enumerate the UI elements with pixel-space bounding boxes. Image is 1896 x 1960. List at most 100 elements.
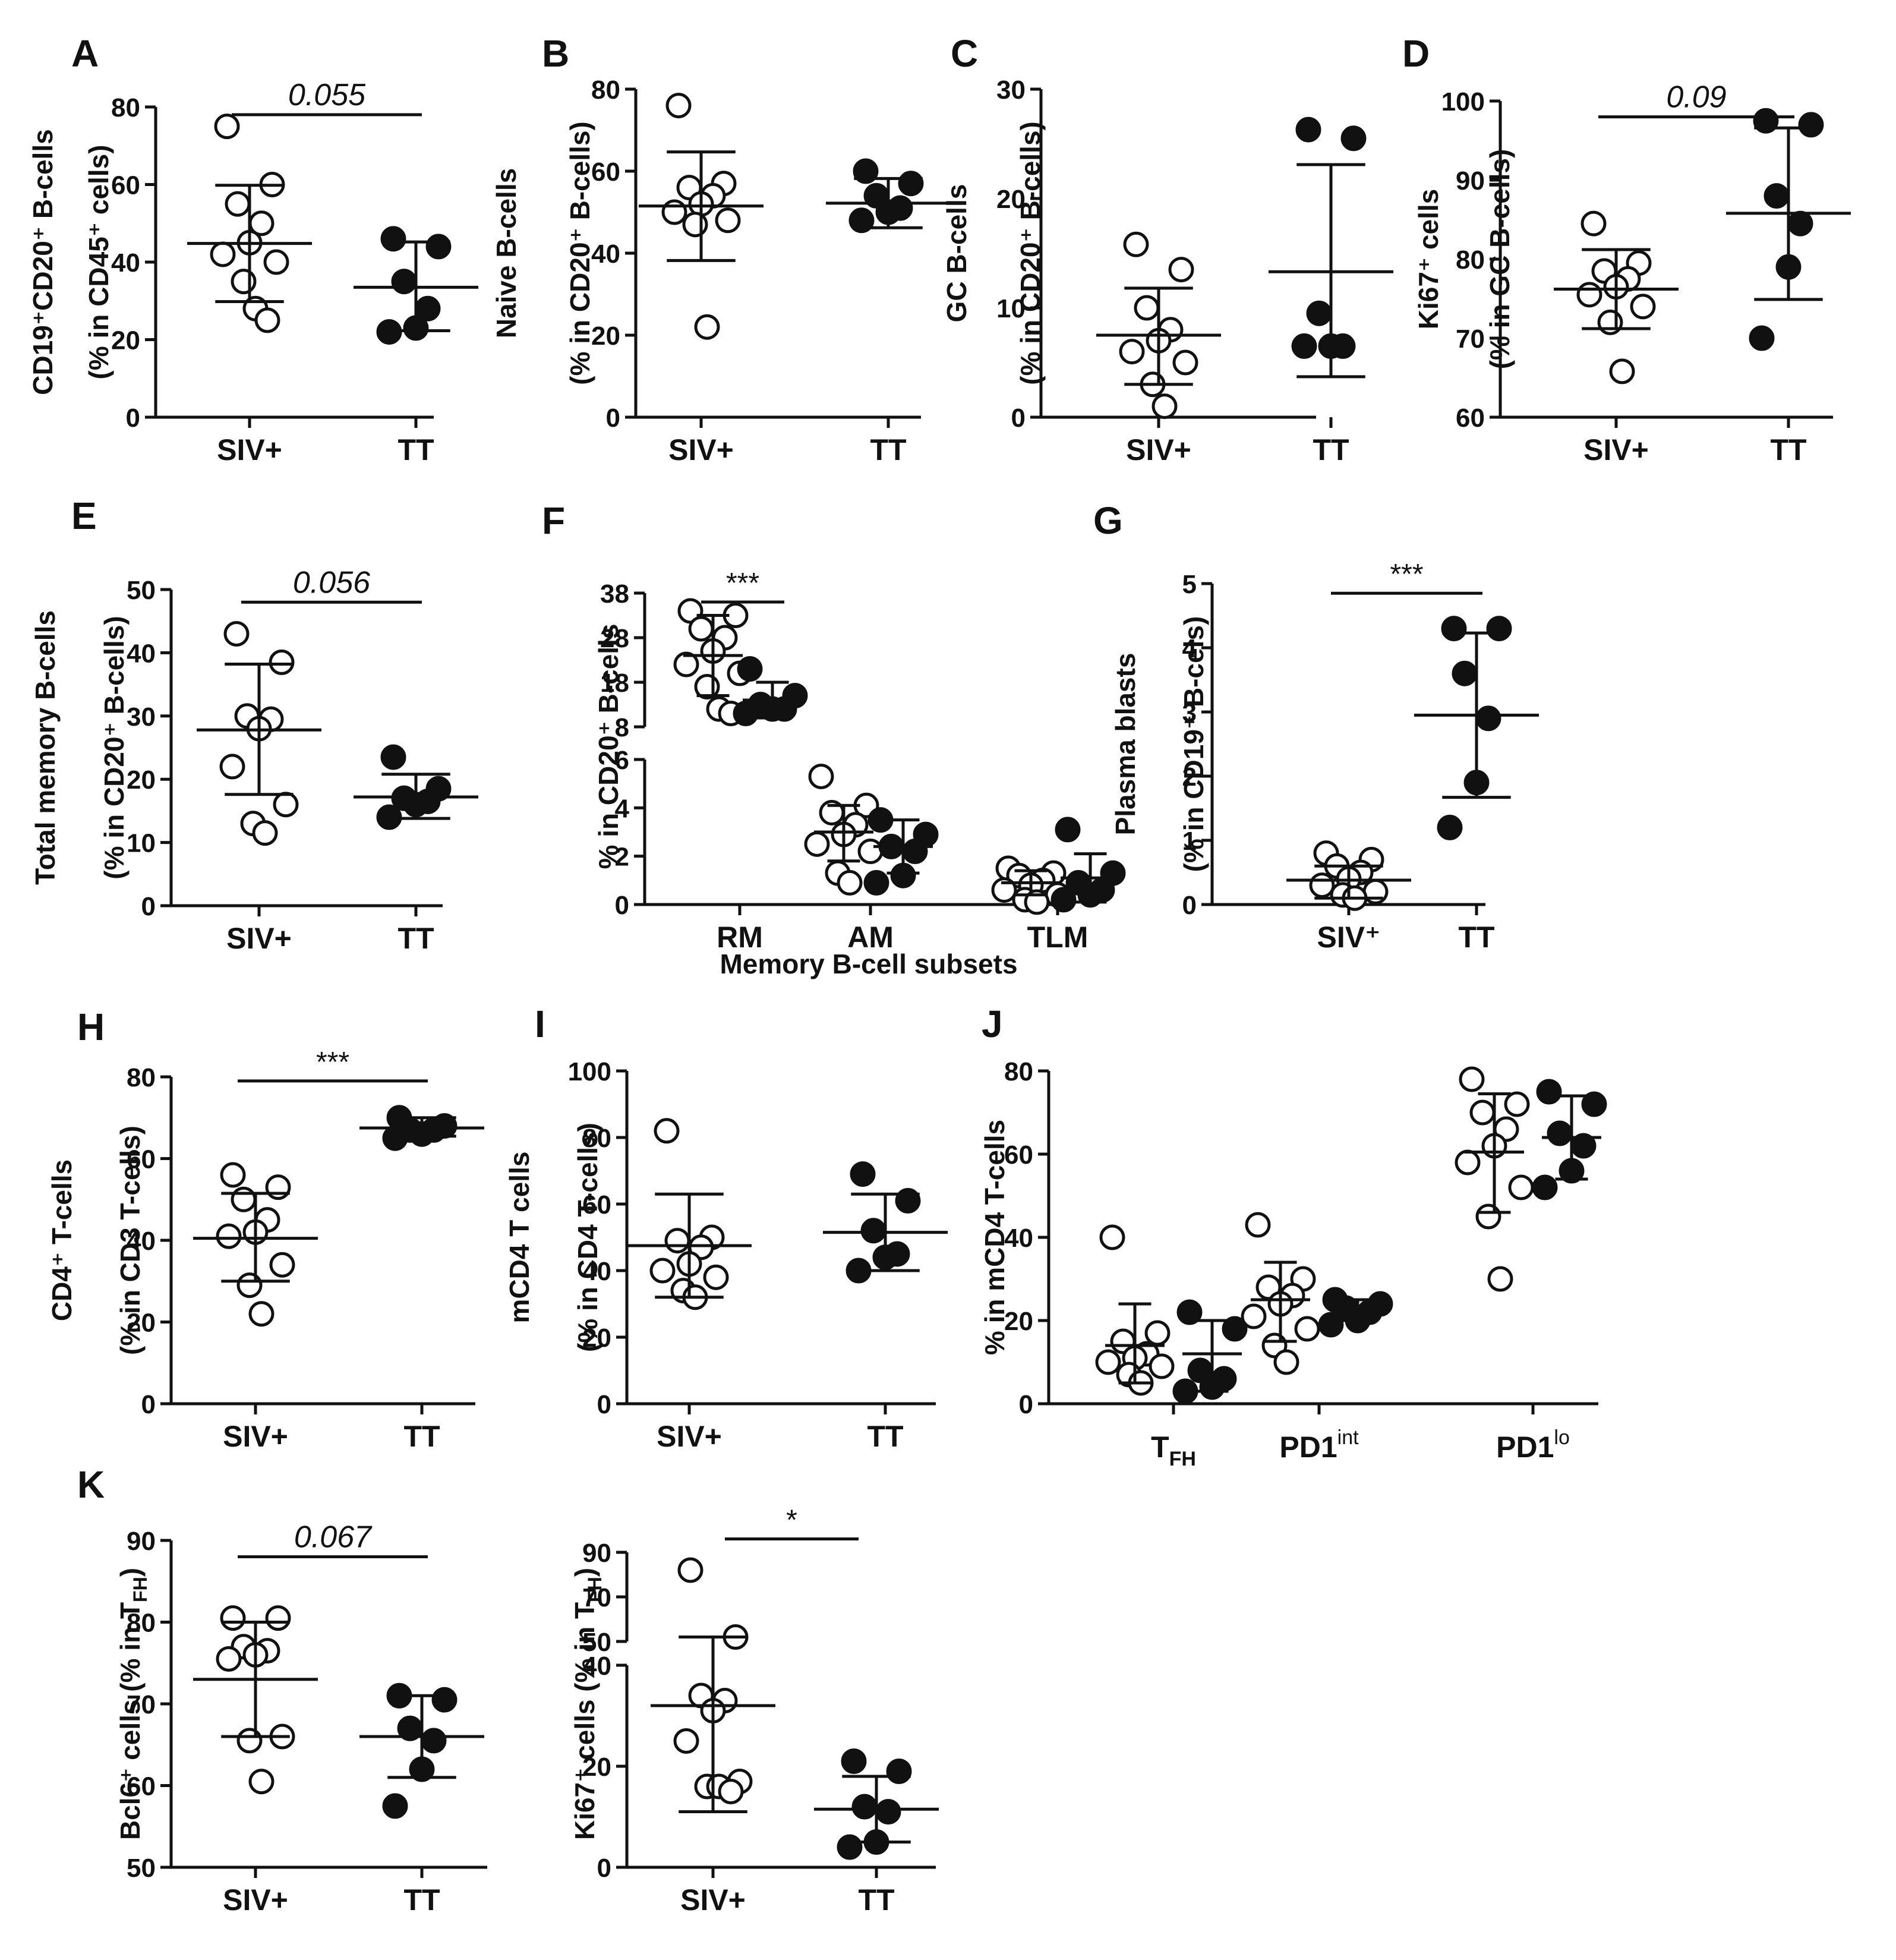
siv-point <box>665 93 692 119</box>
panel-letter: C <box>951 32 978 75</box>
category-label: SIV+ <box>1583 433 1649 467</box>
tt-point <box>841 1748 867 1774</box>
y-tick-label: 60 <box>111 171 140 200</box>
panel-D: D 60 70 80 90 100 Ki67⁺ cells (% in GC B-cells)… <box>1402 32 1851 467</box>
category-label: SIV⁺ <box>1317 921 1381 954</box>
siv-point <box>804 831 830 857</box>
significance-label: 0.09 <box>1666 80 1726 115</box>
siv-point <box>1609 358 1635 385</box>
siv-point <box>269 1252 295 1278</box>
y-axis-label: Plasma blasts <box>1110 653 1141 836</box>
panel-H: H 0 20 40 60 80 CD4⁺ T-cells (% in CD3 T-cells)… <box>46 1006 484 1453</box>
category-label: SIV+ <box>226 922 292 955</box>
y-tick-label: 70 <box>127 1690 156 1719</box>
tt-point <box>837 1834 863 1860</box>
panel-A: A 0 20 40 60 80 CD19⁺CD20⁺ B-cells (% in CD45⁺ … <box>27 32 478 467</box>
y-axis-label: (% in CD20⁺ B-cells) <box>99 616 130 880</box>
siv-point <box>219 754 245 780</box>
siv-point <box>273 792 299 818</box>
tt-point <box>1798 112 1824 138</box>
y-axis-label: Naive B-cells <box>491 168 522 338</box>
y-axis-label-sub: FH <box>584 1577 605 1602</box>
significance-label: *** <box>726 568 759 599</box>
siv-point <box>1152 393 1178 420</box>
tt-point <box>1547 1120 1573 1146</box>
y-tick-label: 38 <box>600 579 629 609</box>
siv-point <box>837 869 863 896</box>
category-label: TT <box>1458 921 1494 954</box>
y-axis-label: mCD4 T cells <box>504 1152 535 1324</box>
panel-letter: E <box>71 494 97 537</box>
y-tick-label: 80 <box>1004 1057 1033 1086</box>
siv-point <box>718 1779 744 1804</box>
y-tick-label: 28 <box>600 624 629 653</box>
tt-point <box>421 1728 447 1754</box>
tt-point <box>425 234 452 260</box>
siv-point <box>223 620 250 647</box>
y-tick-label: 80 <box>127 1063 156 1092</box>
siv-point <box>1245 1212 1271 1238</box>
y-tick-label: 20 <box>1004 1307 1033 1336</box>
y-tick-label: 80 <box>111 93 140 122</box>
category-label: TT <box>1770 433 1806 467</box>
y-tick-label: 20 <box>996 185 1026 214</box>
siv-point <box>1475 1203 1501 1230</box>
y-tick-label: 3 <box>1182 698 1197 727</box>
siv-point <box>1123 231 1149 257</box>
tt-point <box>1532 1174 1558 1200</box>
y-tick-label: 30 <box>127 702 156 732</box>
category-label: SIV+ <box>1126 433 1191 467</box>
y-tick-label: 0 <box>141 892 156 921</box>
y-axis-label-part: ) <box>569 1568 600 1577</box>
panel-F: F 8 18 28 38 0 2 4 6% in CD20⁺ B-cells Memory B-c… <box>542 499 1126 979</box>
tt-point <box>851 1794 878 1820</box>
y-tick-label: 60 <box>1004 1140 1033 1170</box>
siv-point <box>263 249 289 275</box>
y-tick-label: 0 <box>1019 1390 1033 1419</box>
y-tick-label: 40 <box>582 1652 611 1681</box>
category-label-sup: lo <box>1554 1426 1569 1449</box>
tt-point <box>853 158 879 184</box>
tt-point <box>898 171 924 197</box>
siv-point <box>1168 257 1194 283</box>
category-label: SIV+ <box>657 1420 722 1453</box>
tt-point <box>1176 1299 1203 1325</box>
y-axis-label: (% in CD4 T-cells) <box>572 1123 603 1352</box>
y-tick-label: 6 <box>615 746 629 775</box>
tt-point <box>380 226 406 252</box>
siv-point <box>1508 1174 1534 1200</box>
significance-label: *** <box>1390 559 1423 590</box>
siv-point <box>1469 1099 1496 1126</box>
y-tick-label: 2 <box>615 843 629 872</box>
tt-point <box>1050 887 1077 913</box>
category-label: RM <box>717 921 763 954</box>
y-tick-label: 20 <box>111 326 140 355</box>
y-axis-label: % in CD20⁺ B-cells <box>593 624 624 869</box>
y-tick-label: 2 <box>1182 762 1197 792</box>
tt-point <box>382 1125 408 1151</box>
panel-letter: K <box>77 1463 105 1506</box>
siv-point <box>265 1605 291 1631</box>
tt-point <box>848 207 875 234</box>
siv-point <box>673 1728 699 1754</box>
category-label-main: PD1 <box>1279 1430 1337 1464</box>
y-axis-label: CD19⁺CD20⁺ B-cells <box>27 129 58 395</box>
siv-point <box>1172 349 1198 376</box>
siv-point <box>1597 309 1623 335</box>
y-tick-label: 0 <box>126 404 140 433</box>
siv-point <box>715 207 741 234</box>
panel-E: E 0 10 20 30 40 50 Total memory B-cells (% in CD… <box>30 494 478 955</box>
siv-point <box>677 1557 703 1583</box>
y-axis-label-part: Bcl6⁺ cells (% in T <box>115 1602 146 1840</box>
y-axis-label: Bcl6⁺ cells (% in TFH) <box>115 1568 151 1840</box>
significance-label: *** <box>316 1047 349 1078</box>
siv-point <box>649 1258 676 1284</box>
siv-point <box>231 269 257 295</box>
category-label: TT <box>867 1420 903 1453</box>
y-tick-label: 20 <box>127 1309 156 1338</box>
y-axis-label-part: Ki67⁺ cells (% in T <box>569 1602 600 1840</box>
y-axis-label: (% in CD20⁺ B-cells) <box>564 121 595 385</box>
siv-point <box>1241 1303 1267 1329</box>
siv-point <box>1273 1349 1299 1375</box>
siv-point <box>225 191 251 217</box>
